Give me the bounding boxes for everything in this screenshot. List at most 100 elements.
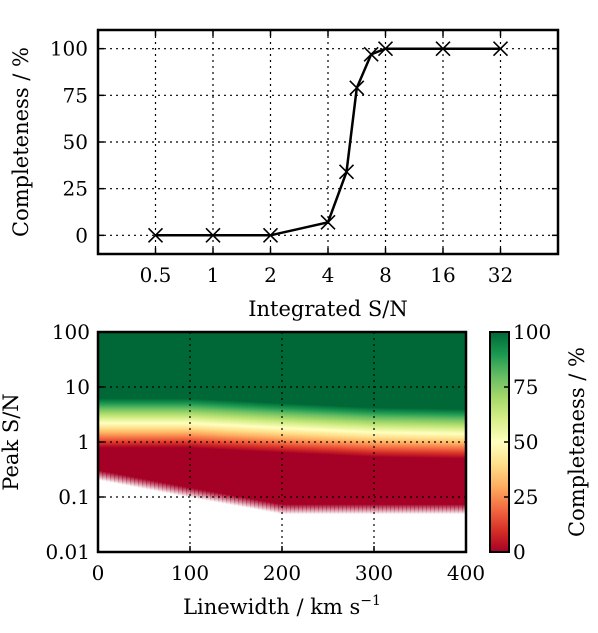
bottom-x-tick-label: 0 [92, 561, 105, 585]
top-y-tick-label: 75 [63, 83, 88, 107]
completeness-markers [147, 41, 509, 243]
heatmap-column [110, 332, 115, 552]
heatmap-column [434, 332, 439, 552]
heatmap-column [230, 332, 235, 552]
top-ticks: 0.5 1 2 4 8 16 32 0 25 50 75 100 [50, 30, 558, 287]
heatmap-column [350, 332, 355, 552]
completeness-marker [262, 227, 279, 243]
heatmap-column [310, 332, 315, 552]
heatmap-column [262, 332, 267, 552]
heatmap-column [250, 332, 255, 552]
heatmap-column [122, 332, 127, 552]
completeness-line [155, 47, 501, 237]
top-y-tick-label: 50 [63, 130, 88, 154]
top-y-tick-label: 0 [75, 223, 88, 247]
colorbar-tick-label: 0 [513, 540, 526, 564]
completeness-marker [338, 164, 355, 180]
completeness-marker [435, 41, 451, 57]
top-y-tick-label: 100 [50, 37, 88, 61]
completeness-marker [205, 227, 221, 243]
heatmap-column [398, 332, 403, 552]
bottom-x-axis-label-exponent: −1 [360, 593, 381, 609]
top-grid [98, 30, 558, 254]
heatmap-column [178, 332, 183, 552]
bottom-grid [98, 332, 466, 552]
heatmap-column [430, 332, 435, 552]
heatmap-column [382, 332, 387, 552]
top-y-axis-label: Completeness / % [9, 47, 33, 237]
top-plot-frame [96, 28, 560, 256]
heatmap-column [358, 332, 363, 552]
heatmap-column [322, 332, 327, 552]
completeness-line-chart: 0.5 1 2 4 8 16 32 0 25 50 75 100 Completeness / % I… [9, 28, 560, 321]
heatmap-column [446, 332, 451, 552]
top-x-tick-label: 16 [430, 263, 455, 287]
heatmap-column [182, 332, 187, 552]
heatmap-column [326, 332, 331, 552]
heatmap-column [194, 332, 199, 552]
heatmap-column [202, 332, 207, 552]
colorbar-label: Completeness / % [565, 347, 589, 537]
heatmap-column [170, 332, 175, 552]
bottom-ticks: 0 100 200 300 400 0.01 0.1 1 10 100 [45, 320, 485, 585]
heatmap-column [346, 332, 351, 552]
top-y-tick-label: 25 [63, 177, 88, 201]
bottom-x-tick-label: 400 [447, 561, 485, 585]
bottom-plot-frame [96, 330, 468, 554]
heatmap-column [386, 332, 391, 552]
heatmap-column [266, 332, 271, 552]
heatmap-column [298, 332, 303, 552]
heatmap-column [278, 332, 283, 552]
bottom-x-tick-label: 200 [263, 561, 301, 585]
heatmap-column [158, 332, 163, 552]
top-x-axis-label: Integrated S/N [248, 297, 408, 321]
top-x-tick-label: 1 [207, 263, 220, 287]
bottom-y-tick-label: 10 [65, 375, 90, 399]
heatmap-column [118, 332, 123, 552]
heatmap-column [338, 332, 343, 552]
heatmap-column [374, 332, 379, 552]
heatmap-column [442, 332, 447, 552]
completeness-marker [320, 214, 336, 230]
heatmap-column [206, 332, 211, 552]
top-x-tick-label: 8 [379, 263, 392, 287]
bottom-y-tick-label: 0.01 [45, 540, 90, 564]
heatmap-column [106, 332, 111, 552]
bottom-y-axis-label: Peak S/N [0, 393, 23, 490]
heatmap-column [422, 332, 427, 552]
completeness-marker [492, 41, 509, 57]
heatmap-column [218, 332, 223, 552]
heatmap-column [238, 332, 243, 552]
heatmap-column [394, 332, 399, 552]
heatmap-column [190, 332, 195, 552]
heatmap-column [214, 332, 219, 552]
heatmap-column [290, 332, 295, 552]
heatmap-column [410, 332, 415, 552]
heatmap-column [166, 332, 171, 552]
heatmap-column [334, 332, 339, 552]
completeness-marker [377, 41, 394, 57]
completeness-heatmap: 0 100 200 300 400 0.01 0.1 1 10 100 Peak S/N Line… [0, 320, 485, 619]
heatmap-column [286, 332, 291, 552]
heatmap-column [146, 332, 151, 552]
heatmap-column [454, 332, 459, 552]
heatmap-column [242, 332, 247, 552]
heatmap-column [254, 332, 259, 552]
heatmap-column [302, 332, 307, 552]
heatmap-column [418, 332, 423, 552]
heatmap-column [226, 332, 231, 552]
colorbar-ticks: 0 25 50 75 100 [504, 320, 551, 564]
top-x-tick-label: 4 [322, 263, 335, 287]
heatmap-column [154, 332, 159, 552]
heatmap-column [314, 332, 319, 552]
bottom-y-tick-label: 100 [52, 320, 90, 344]
colorbar-tick-label: 50 [513, 430, 538, 454]
colorbar: 0 25 50 75 100 Completeness / % [489, 320, 589, 564]
completeness-marker [147, 227, 164, 243]
bottom-x-axis-label: Linewidth / km s−1 [183, 593, 381, 619]
heatmap-column [362, 332, 367, 552]
heatmap-column [406, 332, 411, 552]
bottom-y-tick-label: 0.1 [58, 485, 90, 509]
completeness-marker [363, 46, 379, 62]
